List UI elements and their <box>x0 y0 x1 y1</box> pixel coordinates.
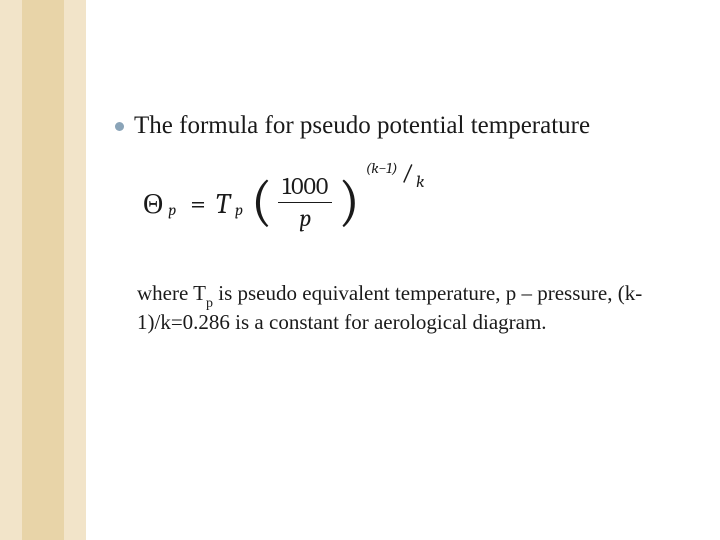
fraction-denominator: p <box>299 203 311 231</box>
exponent: (k−1) ⁄ k <box>366 164 425 185</box>
formula-rhs-sub: p <box>235 201 243 219</box>
exponent-denominator: k <box>416 173 424 192</box>
left-paren-icon: ( <box>251 185 272 219</box>
explanation-text: where Tp is pseudo equivalent temperatur… <box>137 281 657 336</box>
bullet-dot-icon <box>115 122 124 131</box>
equals-sign: = <box>190 188 206 220</box>
bullet-text: The formula for pseudo potential tempera… <box>134 110 590 141</box>
explain-prefix: where T <box>137 281 206 305</box>
exponent-slash-icon: ⁄ <box>400 164 414 185</box>
formula-block: Θp = Tp ( 1000 p ) (k−1) ⁄ k <box>143 175 675 233</box>
right-paren-icon: ) <box>338 185 359 219</box>
formula-lhs-sub: p <box>168 201 176 219</box>
formula: Θp = Tp ( 1000 p ) (k−1) ⁄ k <box>143 175 424 233</box>
formula-rhs-var: T <box>216 188 230 220</box>
exponent-numerator: (k−1) <box>366 159 398 177</box>
bullet-item: The formula for pseudo potential tempera… <box>115 110 675 141</box>
formula-lhs-symbol: Θ <box>143 188 163 221</box>
slide-left-band-inner <box>22 0 64 540</box>
fraction-numerator: 1000 <box>278 173 332 202</box>
explain-sub: p <box>206 296 213 311</box>
fraction: 1000 p <box>278 173 332 231</box>
slide-content: The formula for pseudo potential tempera… <box>115 110 675 336</box>
